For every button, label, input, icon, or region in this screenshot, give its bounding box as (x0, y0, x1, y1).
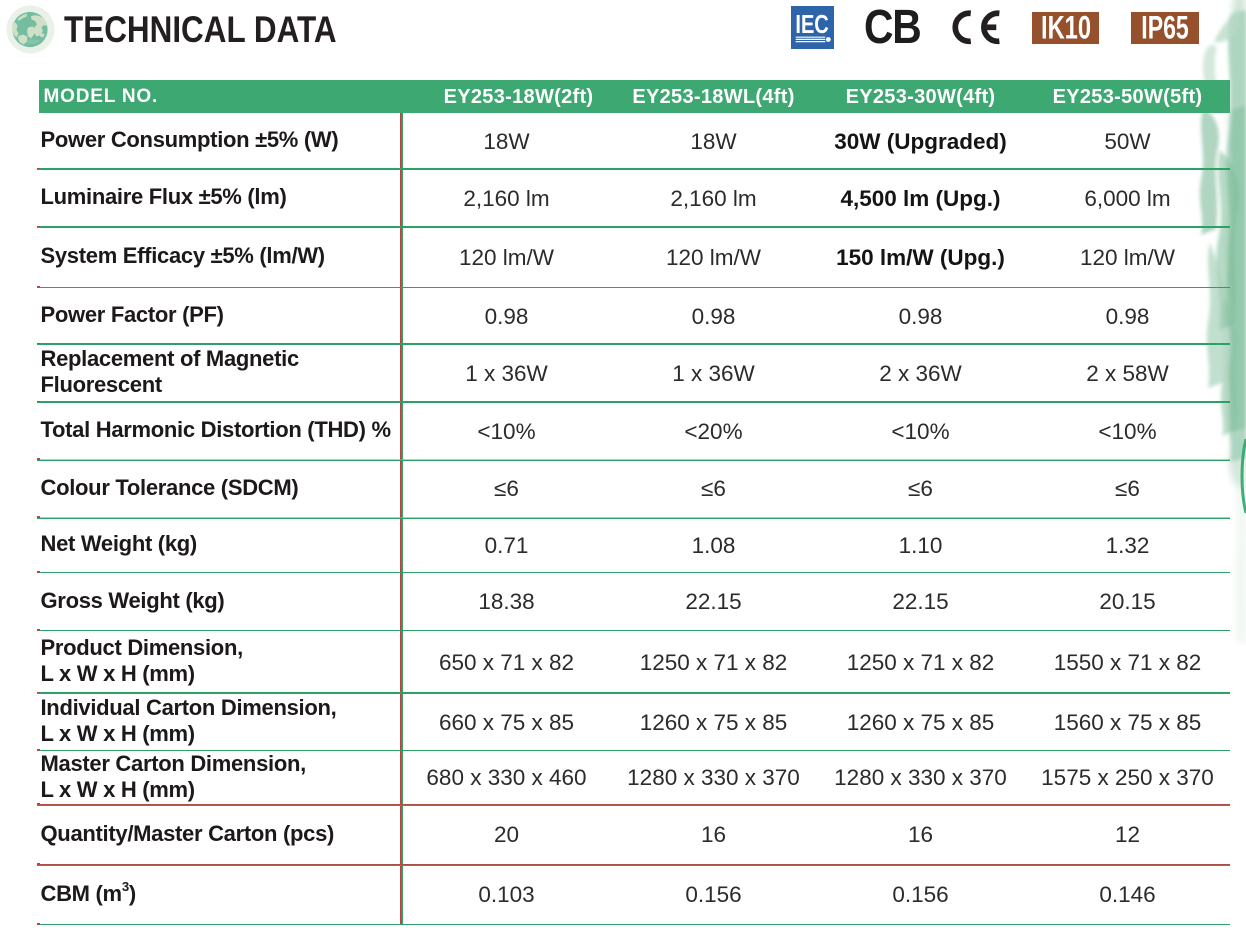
svg-text:IEC: IEC (795, 9, 829, 38)
